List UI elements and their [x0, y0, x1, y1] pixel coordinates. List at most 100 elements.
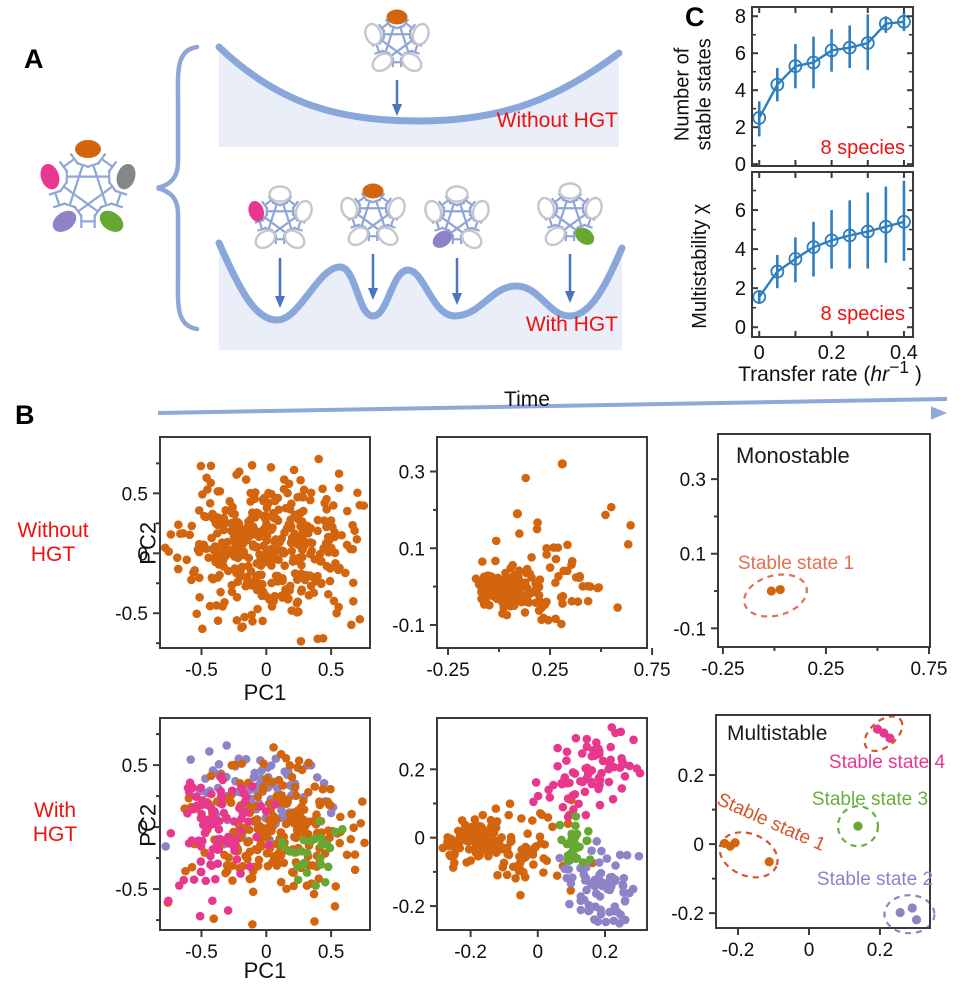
- x-tick-label: -0.25: [426, 660, 469, 681]
- y-tick-label: 0.3: [680, 470, 706, 491]
- x-tick-label: 0.2: [818, 342, 846, 364]
- scatter-point: [557, 459, 567, 469]
- stable-state-ellipse: [718, 831, 779, 879]
- x-tick-label: 0.75: [910, 659, 947, 680]
- scatter-point: [730, 838, 740, 848]
- network-edge: [450, 216, 473, 234]
- inhibition-cap: [350, 223, 361, 229]
- c-bottom-annotation: 8 species: [820, 303, 906, 325]
- species-node-empty: [424, 199, 443, 223]
- data-marker: [824, 233, 839, 248]
- data-line: [758, 20, 905, 119]
- scatter-plot-bottom-right: -0.2 0 0.2 0.2 0 -0.2: [671, 714, 936, 961]
- scatter-plot-top-middle: -0.25 0.25 0.75 0.3 0.1 -0.1: [392, 436, 671, 681]
- plot-frame: [436, 436, 648, 649]
- species-node-empty: [371, 52, 394, 73]
- arrow-head: [391, 104, 403, 116]
- scatter-plot-bottom-middle: -0.2 0 0.2 0.2 0 -0.2: [392, 717, 648, 963]
- data-marker: [860, 224, 875, 239]
- species-node-empty: [400, 52, 423, 73]
- network-edge: [68, 164, 84, 206]
- network-edge: [62, 185, 99, 213]
- x-tick-label: 0.25: [807, 659, 844, 680]
- species-node-empty: [387, 196, 406, 220]
- y-tick-label: 4: [735, 80, 746, 102]
- time-axis-label: Time: [504, 388, 550, 411]
- c-bottom-ylabel: Multistability χ: [688, 203, 711, 329]
- network-edge: [586, 217, 592, 227]
- network-edge: [375, 43, 381, 53]
- stable-state-4-label: Stable state 4: [828, 752, 946, 773]
- network-edge: [557, 200, 568, 227]
- stable-state-ellipse: [743, 573, 808, 618]
- scatter-plot-bottom-left: -0.5 0 0.5 0.5 0 -0.5: [115, 717, 371, 963]
- monostable-landscape-fill: [219, 47, 619, 147]
- stable-state-3-label: Stable state 3: [811, 789, 929, 810]
- inhibition-cap: [582, 223, 593, 229]
- arrow-shaft: [157, 397, 948, 415]
- stable-state-ellipse: [883, 894, 936, 935]
- x-tick-label: 0.2: [592, 942, 618, 963]
- x-tick-label: 0: [261, 942, 272, 963]
- network-edge: [287, 199, 296, 206]
- species-node-purple: [432, 230, 452, 248]
- inhibition-cap: [388, 24, 399, 30]
- arrow-head: [564, 291, 576, 303]
- y-tick-label: 0: [414, 829, 425, 850]
- network-edge: [357, 213, 380, 231]
- with-hgt-landscape-label: With HGT: [525, 313, 618, 336]
- y-tick-label: 8: [735, 6, 746, 28]
- data-marker: [878, 16, 893, 31]
- x-tick-label: -0.2: [722, 940, 755, 961]
- network-edge: [554, 213, 577, 231]
- brace: [156, 44, 200, 332]
- scatter-points-group: [719, 724, 922, 925]
- species-node-empty: [376, 226, 399, 247]
- y-tick-label: 6: [735, 200, 746, 222]
- inhibition-cap: [107, 180, 118, 193]
- network-edge: [473, 220, 479, 230]
- data-marker: [897, 214, 911, 229]
- species-node-empty: [347, 226, 370, 247]
- inhibition-cap: [547, 223, 558, 229]
- arrow-head: [274, 296, 286, 308]
- inhibition-cap: [257, 226, 268, 232]
- network-edge: [264, 216, 287, 234]
- plot-frame: [715, 714, 931, 929]
- species-node-empty: [471, 199, 490, 223]
- scatter-points-group: [766, 584, 785, 596]
- arrow-head: [931, 406, 947, 420]
- scatter-point: [775, 584, 785, 595]
- species-node-empty: [294, 199, 313, 223]
- inhibition-cap: [110, 202, 124, 209]
- network-edge: [554, 196, 563, 203]
- with-hgt-row-label: With HGT: [32, 799, 78, 846]
- inhibition-cap: [52, 202, 66, 209]
- line-plot-multistability: 0 0.2 0.4 0 2 4 6: [735, 171, 918, 364]
- y-tick-label: 0.1: [680, 545, 706, 566]
- network-edge: [563, 213, 586, 231]
- y-tick-label: 0.5: [122, 756, 148, 777]
- network-edge: [413, 43, 419, 53]
- x-tick-label: 0: [533, 942, 544, 963]
- x-tick-label: 0: [754, 342, 765, 364]
- species-node-empty: [558, 182, 582, 200]
- inhibition-cap: [409, 49, 420, 55]
- x-tick-label: 0: [261, 660, 272, 681]
- network-edge: [77, 185, 114, 213]
- hgt-network-2: [340, 183, 406, 247]
- network-edge: [441, 216, 464, 234]
- scatter-points-group: [161, 741, 369, 929]
- species-node-purple: [52, 210, 77, 232]
- species-node-empty: [283, 229, 306, 250]
- inhibition-cap: [385, 223, 396, 229]
- y-tick-label: 0: [137, 818, 148, 839]
- scatter-point: [764, 857, 774, 867]
- x-tick-label: 0.5: [318, 660, 344, 681]
- species-node-pink: [248, 201, 265, 222]
- y-tick-label: 0: [693, 835, 704, 856]
- scatter-points-group: [471, 459, 635, 629]
- inhibition-cap: [271, 201, 282, 207]
- data-marker: [842, 228, 857, 243]
- panel-a-label: A: [24, 44, 44, 74]
